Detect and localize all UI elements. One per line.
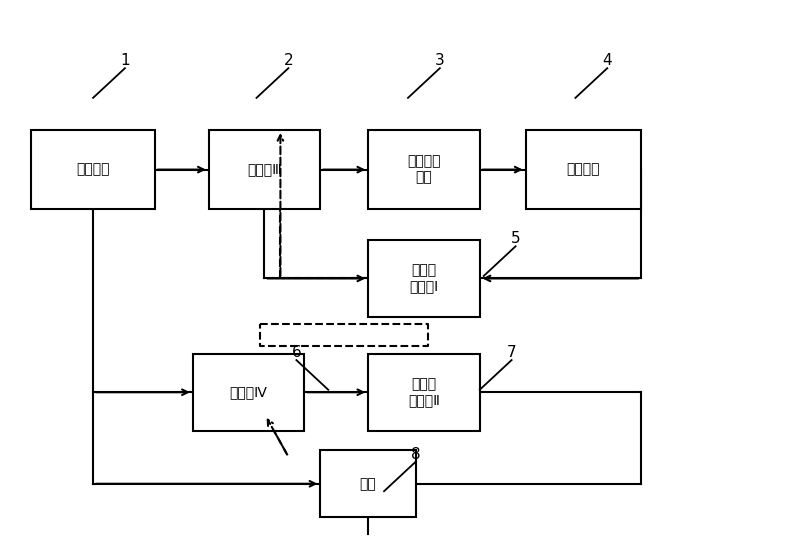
- Text: 延时: 延时: [360, 477, 377, 491]
- Text: 卡尔曼
滤波器Ⅱ: 卡尔曼 滤波器Ⅱ: [408, 377, 440, 408]
- Text: 3: 3: [435, 53, 445, 68]
- FancyBboxPatch shape: [368, 240, 480, 317]
- Text: 2: 2: [283, 53, 294, 68]
- FancyBboxPatch shape: [31, 130, 155, 209]
- FancyBboxPatch shape: [526, 130, 641, 209]
- Text: 滤波器Ⅲ: 滤波器Ⅲ: [247, 162, 282, 177]
- FancyBboxPatch shape: [320, 450, 416, 517]
- Text: 响应信号: 响应信号: [566, 162, 600, 177]
- Text: 1: 1: [120, 53, 130, 68]
- FancyBboxPatch shape: [368, 354, 480, 430]
- Text: 7: 7: [506, 345, 517, 360]
- Text: 滤波器Ⅳ: 滤波器Ⅳ: [230, 385, 267, 399]
- FancyBboxPatch shape: [193, 354, 304, 430]
- FancyBboxPatch shape: [368, 130, 480, 209]
- Text: 电液伺服
系统: 电液伺服 系统: [407, 154, 441, 185]
- Text: 8: 8: [411, 446, 421, 462]
- Text: 参考信号: 参考信号: [76, 162, 110, 177]
- Text: 6: 6: [291, 345, 302, 360]
- FancyBboxPatch shape: [209, 130, 320, 209]
- Text: 4: 4: [602, 53, 612, 68]
- Text: 卡尔曼
滤波器I: 卡尔曼 滤波器I: [410, 263, 438, 294]
- Text: 5: 5: [510, 231, 521, 246]
